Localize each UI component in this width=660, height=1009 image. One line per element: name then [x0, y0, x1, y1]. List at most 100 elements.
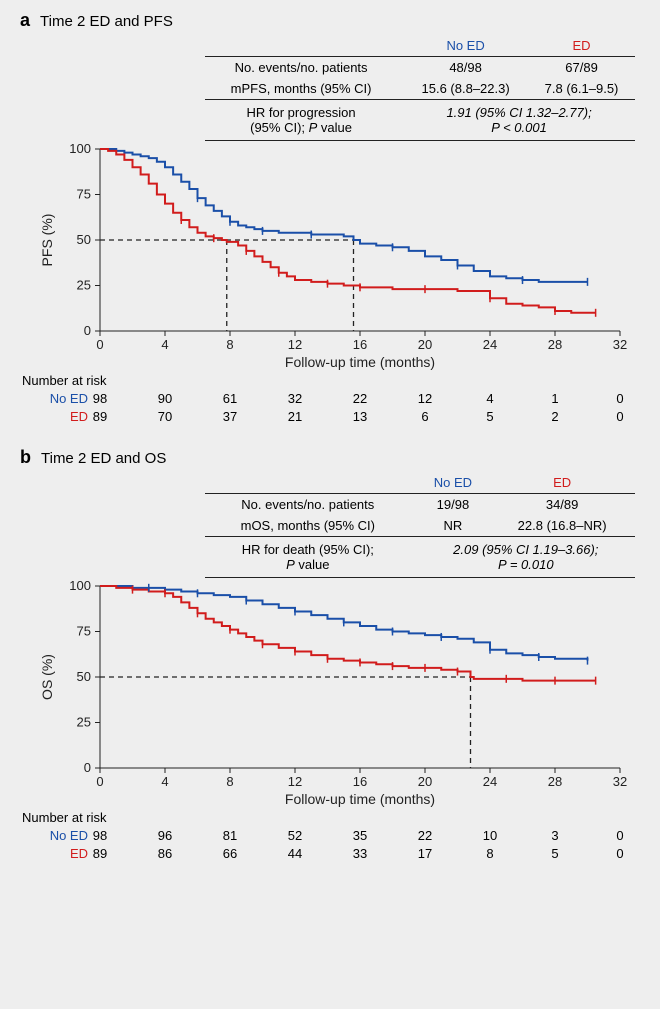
risk-cell: 66: [210, 846, 250, 861]
x-axis-label: Follow-up time (months): [285, 791, 435, 807]
x-tick-label: 8: [226, 337, 233, 352]
stats-cell-ed: 34/89: [489, 494, 635, 516]
risk-row-label-ed: ED: [20, 409, 88, 424]
risk-cell: 8: [470, 846, 510, 861]
y-axis-label: OS (%): [39, 654, 55, 700]
risk-row-label-no_ed: No ED: [20, 828, 88, 843]
x-tick-label: 28: [548, 774, 562, 789]
x-tick-label: 28: [548, 337, 562, 352]
stats-row-label: No. events/no. patients: [205, 57, 403, 79]
risk-cell: 33: [340, 846, 380, 861]
x-tick-label: 16: [353, 774, 367, 789]
stats-cell-no-ed: NR: [417, 515, 490, 537]
risk-row-label-no_ed: No ED: [20, 391, 88, 406]
risk-cell: 22: [405, 828, 445, 843]
risk-cell: 5: [535, 846, 575, 861]
risk-cell: 98: [80, 391, 120, 406]
figure-root: a Time 2 ED and PFS No EDEDNo. events/no…: [0, 0, 660, 894]
hr-value: 1.91 (95% CI 1.32–2.77);P < 0.001: [403, 100, 635, 141]
risk-cell: 37: [210, 409, 250, 424]
x-tick-label: 24: [483, 337, 497, 352]
hr-label: HR for death (95% CI);P value: [205, 537, 417, 578]
risk-cell: 5: [470, 409, 510, 424]
stats-cell-ed: 7.8 (6.1–9.5): [528, 78, 635, 100]
stats-cell-no-ed: 19/98: [417, 494, 490, 516]
stats-row-label: mPFS, months (95% CI): [205, 78, 403, 100]
risk-cell: 4: [470, 391, 510, 406]
y-tick-label: 50: [77, 232, 91, 247]
risk-table: Number at riskNo ED9896815235221030ED898…: [20, 810, 640, 866]
y-tick-label: 100: [69, 578, 91, 593]
col-header-ed: ED: [489, 472, 635, 494]
risk-cell: 35: [340, 828, 380, 843]
y-tick-label: 75: [77, 187, 91, 202]
panel-header: b Time 2 ED and OS: [20, 447, 640, 468]
stats-cell-no-ed: 15.6 (8.8–22.3): [403, 78, 528, 100]
y-tick-label: 0: [84, 760, 91, 775]
risk-cell: 52: [275, 828, 315, 843]
panel-letter: a: [20, 10, 30, 31]
risk-cell: 1: [535, 391, 575, 406]
panel-header: a Time 2 ED and PFS: [20, 10, 640, 31]
risk-cell: 0: [600, 391, 640, 406]
stats-row-label: No. events/no. patients: [205, 494, 417, 516]
col-header-no-ed: No ED: [417, 472, 490, 494]
risk-cell: 12: [405, 391, 445, 406]
hr-value: 2.09 (95% CI 1.19–3.66);P = 0.010: [417, 537, 635, 578]
risk-cell: 2: [535, 409, 575, 424]
x-tick-label: 4: [161, 337, 168, 352]
y-tick-label: 75: [77, 624, 91, 639]
risk-cell: 90: [145, 391, 185, 406]
risk-cell: 89: [80, 409, 120, 424]
stats-cell-ed: 67/89: [528, 57, 635, 79]
x-tick-label: 0: [96, 337, 103, 352]
risk-cell: 22: [340, 391, 380, 406]
x-tick-label: 24: [483, 774, 497, 789]
col-header-ed: ED: [528, 35, 635, 57]
hr-label: HR for progression(95% CI); P value: [205, 100, 403, 141]
risk-row-label-ed: ED: [20, 846, 88, 861]
risk-title: Number at risk: [22, 810, 107, 825]
y-tick-label: 25: [77, 715, 91, 730]
x-tick-label: 12: [288, 774, 302, 789]
x-tick-label: 12: [288, 337, 302, 352]
risk-cell: 96: [145, 828, 185, 843]
risk-cell: 89: [80, 846, 120, 861]
x-tick-label: 16: [353, 337, 367, 352]
panel-letter: b: [20, 447, 31, 468]
x-axis-label: Follow-up time (months): [285, 354, 435, 370]
y-tick-label: 50: [77, 669, 91, 684]
x-tick-label: 8: [226, 774, 233, 789]
risk-cell: 21: [275, 409, 315, 424]
risk-cell: 13: [340, 409, 380, 424]
risk-cell: 6: [405, 409, 445, 424]
risk-cell: 98: [80, 828, 120, 843]
stats-table: No EDED No. events/no. patients19/9834/89…: [205, 472, 635, 578]
y-axis-label: PFS (%): [39, 214, 55, 267]
risk-cell: 32: [275, 391, 315, 406]
risk-cell: 17: [405, 846, 445, 861]
x-tick-label: 32: [613, 774, 627, 789]
panel-title: Time 2 ED and OS: [41, 450, 166, 467]
risk-cell: 44: [275, 846, 315, 861]
stats-cell-ed: 22.8 (16.8–NR): [489, 515, 635, 537]
y-tick-label: 100: [69, 141, 91, 156]
risk-title: Number at risk: [22, 373, 107, 388]
x-tick-label: 20: [418, 774, 432, 789]
y-tick-label: 0: [84, 323, 91, 338]
y-tick-label: 25: [77, 278, 91, 293]
stats-cell-no-ed: 48/98: [403, 57, 528, 79]
x-tick-label: 20: [418, 337, 432, 352]
risk-cell: 10: [470, 828, 510, 843]
x-tick-label: 0: [96, 774, 103, 789]
km-curve-ed: [100, 586, 596, 681]
col-header-no-ed: No ED: [403, 35, 528, 57]
risk-cell: 0: [600, 409, 640, 424]
panel-b: b Time 2 ED and OS No EDEDNo. events/no.…: [20, 447, 640, 866]
km-chart: 0255075100048121620242832Follow-up time …: [20, 141, 640, 371]
x-tick-label: 4: [161, 774, 168, 789]
chart-holder: 0 25 50 75 100 0 4 8 12 16 20 24 28 32 Follow-up time …: [20, 578, 640, 808]
chart-holder: 0255075100048121620242832Follow-up time …: [20, 141, 640, 371]
risk-table: Number at riskNo ED989061322212410ED8970…: [20, 373, 640, 429]
km-chart: 0 25 50 75 100 0 4 8 12 16 20 24 28 32 Follow-up time …: [20, 578, 640, 808]
